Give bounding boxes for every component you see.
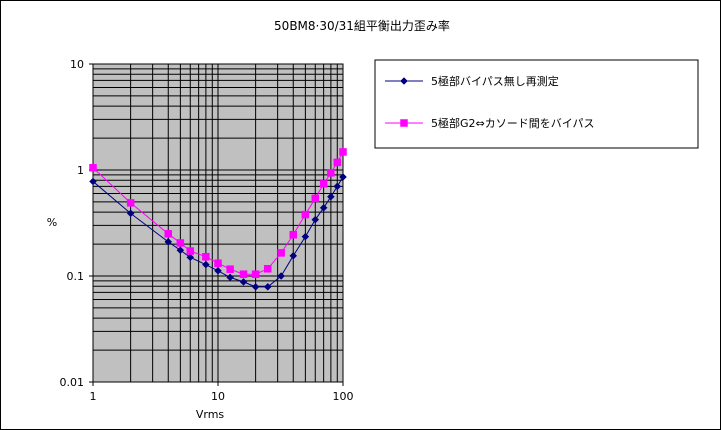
x-tick-label: 1 [90, 390, 97, 403]
x-tick-labels: 1 10 100 [90, 382, 354, 403]
data-point [333, 158, 342, 167]
chart-title: 50BM8·30/31組平衡出力歪み率 [274, 18, 450, 33]
y-tick-label: 10 [70, 58, 84, 71]
data-point [263, 282, 272, 291]
data-point [319, 180, 328, 188]
data-point [164, 230, 173, 238]
data-point [327, 192, 335, 201]
gridlines [92, 63, 344, 383]
x-axis-label: Vrms [196, 408, 225, 421]
data-point [89, 177, 97, 186]
legend-marker [400, 77, 408, 85]
x-tick-label: 10 [211, 390, 225, 403]
data-point [301, 232, 310, 241]
y-tick-labels: 0.01 0.1 1 10 [60, 58, 93, 389]
data-point [239, 270, 248, 278]
data-point [164, 237, 173, 246]
data-point [327, 169, 335, 177]
data-point [339, 148, 347, 156]
data-point [339, 173, 347, 181]
data-point [251, 282, 260, 291]
legend-label: 5極部G2⇔カソード間をバイパス [431, 116, 595, 130]
y-tick-label: 0.01 [60, 376, 85, 389]
legend [374, 59, 699, 149]
y-tick-label: 1 [77, 164, 84, 177]
data-point [126, 209, 135, 218]
legend-marker [400, 119, 408, 127]
legend-entries: 5極部バイパス無し再測定 5極部G2⇔カソード間をバイパス [385, 74, 595, 130]
data-point [176, 246, 185, 255]
data-point [186, 247, 195, 255]
data-point [186, 253, 195, 262]
data-point [319, 203, 328, 212]
data-point [214, 266, 222, 275]
data-point [289, 230, 298, 239]
series-1 [89, 173, 347, 291]
data-point [289, 251, 298, 260]
data-point [263, 265, 272, 273]
data-point [301, 210, 310, 219]
y-tick-label: 0.1 [67, 270, 85, 283]
y-axis-label: % [47, 216, 57, 229]
data-point [311, 215, 320, 224]
legend-entry: 5極部バイパス無し再測定 [385, 74, 559, 88]
data-point [226, 273, 234, 282]
data-point [333, 182, 342, 191]
x-tick-label: 100 [333, 390, 354, 403]
series-2 [89, 148, 347, 278]
data-point [251, 270, 260, 278]
legend-label: 5極部バイパス無し再測定 [431, 74, 559, 88]
data-point [214, 259, 222, 267]
data-point [311, 194, 320, 203]
series-layer [89, 148, 347, 291]
legend-entry: 5極部G2⇔カソード間をバイパス [385, 116, 595, 130]
data-point [239, 278, 248, 286]
data-point [89, 164, 97, 172]
data-point [202, 252, 210, 261]
data-point [226, 265, 234, 273]
data-point [176, 239, 185, 247]
data-point [126, 199, 135, 207]
data-point [277, 272, 285, 280]
data-point [277, 249, 285, 257]
data-point [202, 260, 210, 269]
